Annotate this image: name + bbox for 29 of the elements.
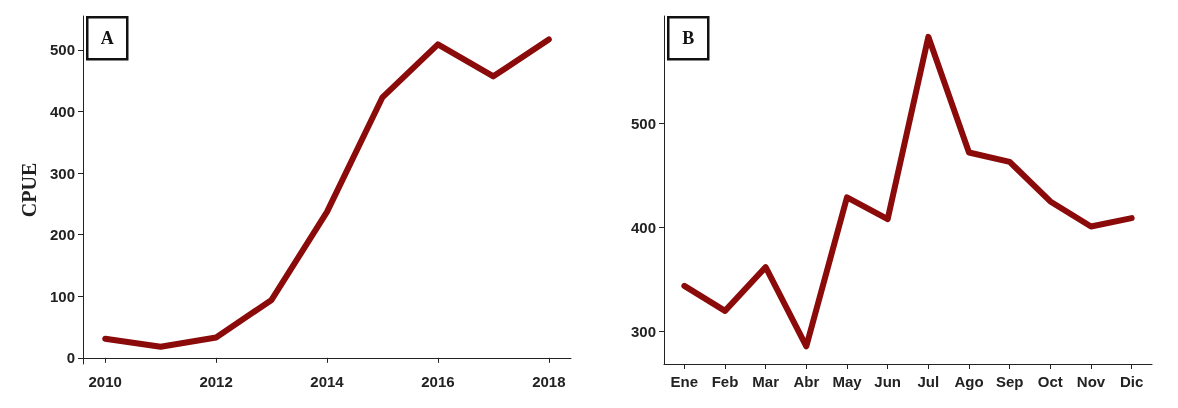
y-tick-label: 500 (630, 114, 656, 132)
y-tick-label: 400 (630, 219, 656, 237)
y-axis-title: CPUE (18, 162, 40, 218)
x-tick-label: Oct (1037, 373, 1063, 390)
x-tick-label: 2010 (88, 373, 122, 390)
y-tick-label: 100 (49, 287, 75, 305)
x-tick-label: 2012 (199, 373, 233, 390)
y-tick-label: 500 (49, 41, 75, 59)
x-tick-label: 2016 (421, 373, 455, 390)
y-tick-label: 300 (49, 164, 75, 182)
x-tick-label: Ene (670, 373, 699, 390)
x-tick-label: Feb (711, 373, 739, 390)
x-tick-label: Ago (954, 373, 984, 390)
y-tick-label: 300 (630, 323, 656, 341)
x-tick-label: Jul (917, 373, 940, 390)
x-tick-label: 2014 (310, 373, 345, 390)
x-tick-label: May (832, 373, 863, 390)
x-tick-label: Nov (1076, 373, 1106, 390)
y-tick-label: 400 (49, 102, 75, 120)
x-tick-label: 2018 (532, 373, 566, 390)
x-tick-label: Sep (995, 373, 1024, 390)
x-tick-label: Dic (1119, 373, 1144, 390)
annotation: A (100, 28, 114, 49)
y-tick-label: 200 (49, 226, 75, 244)
x-tick-label: Abr (793, 373, 820, 390)
x-tick-label: Mar (752, 373, 780, 390)
x-tick-label: Jun (874, 373, 901, 390)
annotation: B (682, 28, 695, 49)
y-tick-label: 0 (66, 349, 75, 367)
